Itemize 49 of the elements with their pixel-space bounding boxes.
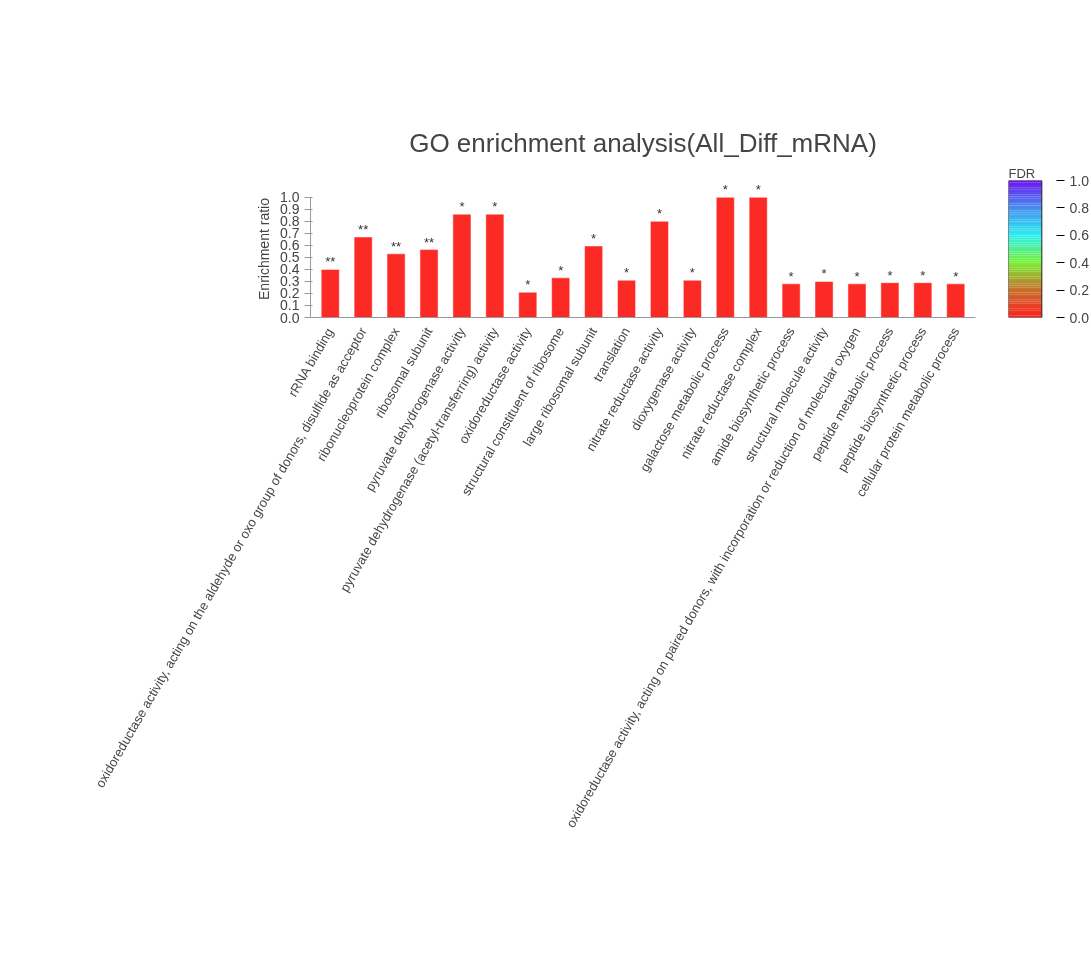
data-label: * (656, 206, 662, 222)
bar (551, 277, 570, 318)
color-bar-label: 0.2 (1069, 282, 1090, 299)
color-bar-label: 1.0 (1069, 172, 1090, 189)
bar (419, 249, 439, 318)
bar (880, 282, 900, 318)
data-label: * (788, 268, 794, 284)
data-label: * (821, 266, 827, 282)
data-label: * (591, 231, 597, 246)
bar (946, 283, 966, 318)
data-label: ** (325, 254, 336, 270)
bar (748, 197, 768, 318)
data-label: * (920, 267, 926, 283)
bar (353, 236, 373, 318)
data-label: * (689, 265, 695, 281)
data-label: * (558, 262, 564, 278)
bar (781, 283, 801, 318)
bar (584, 245, 603, 318)
data-label: * (722, 182, 728, 198)
bar (452, 213, 472, 318)
data-label: ** (391, 238, 402, 254)
color-bar-label: 0.0 (1069, 309, 1090, 326)
data-label: * (459, 199, 465, 215)
color-bar-label: 0.8 (1069, 199, 1090, 216)
bar (913, 282, 933, 318)
bar (617, 280, 636, 318)
bar (683, 280, 702, 318)
data-label: ** (423, 234, 435, 250)
bar (650, 221, 669, 318)
bar (386, 253, 406, 318)
data-label: * (755, 182, 761, 198)
data-label: * (525, 277, 531, 293)
data-label: * (854, 268, 860, 284)
bar (716, 197, 735, 318)
color-bar-title: FDR (1008, 165, 1036, 181)
data-label: * (624, 265, 630, 281)
data-label: ** (358, 221, 369, 237)
color-bar-label: 0.6 (1069, 227, 1090, 244)
color-bar-label: 0.4 (1069, 254, 1090, 271)
bar (320, 269, 340, 318)
bar (847, 283, 867, 318)
bar (518, 292, 538, 318)
chart-title: GO enrichment analysis(All_Diff_mRNA) (409, 128, 877, 158)
data-label: * (887, 267, 893, 283)
data-label: * (953, 268, 959, 284)
data-label: * (492, 199, 498, 215)
bar (485, 213, 505, 318)
bar (814, 281, 834, 318)
y-axis-title: Enrichment ratio (256, 197, 273, 300)
